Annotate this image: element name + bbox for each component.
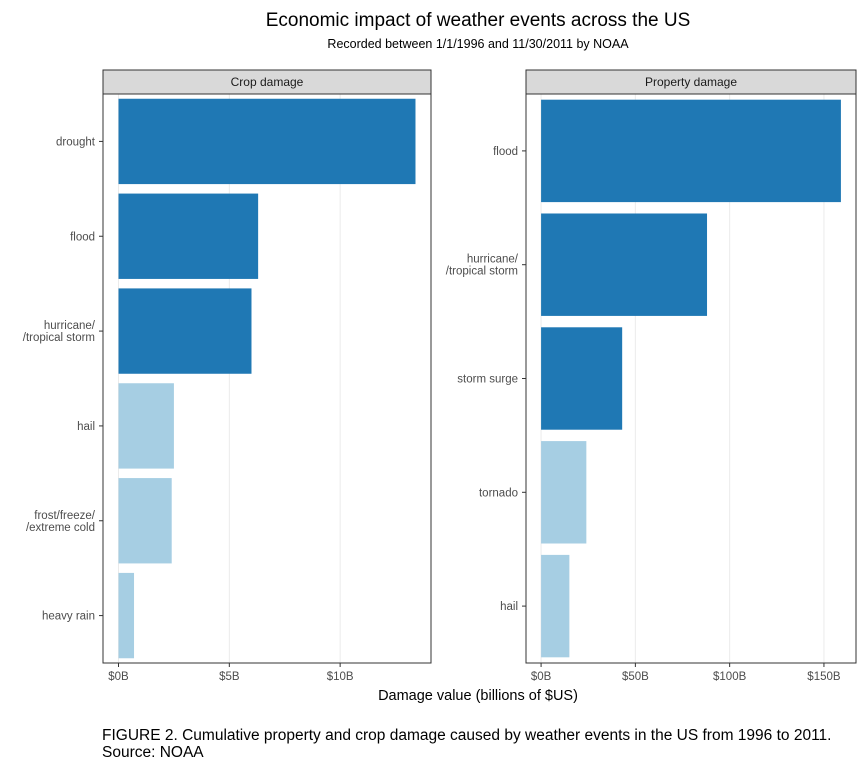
x-tick-label: $0B bbox=[531, 671, 552, 683]
bar bbox=[118, 383, 174, 469]
x-tick-label: $50B bbox=[622, 671, 649, 683]
panel-border bbox=[102, 93, 432, 664]
caption-line-1: FIGURE 2. Cumulative property and crop d… bbox=[102, 727, 832, 744]
bar bbox=[118, 288, 252, 374]
y-tick-label: hurricane//tropical storm bbox=[23, 320, 96, 344]
chart-subtitle: Recorded between 1/1/1996 and 11/30/2011… bbox=[327, 37, 629, 51]
panel-title: Property damage bbox=[645, 75, 737, 89]
y-tick-label: frost/freeze//extreme cold bbox=[26, 510, 96, 534]
caption-source: Source: NOAA bbox=[102, 744, 204, 761]
bar bbox=[541, 554, 570, 658]
bar bbox=[118, 193, 259, 279]
y-tick-label: tornado bbox=[479, 487, 518, 499]
panel-title: Crop damage bbox=[231, 75, 304, 89]
x-tick-label: $150B bbox=[807, 671, 841, 683]
chart-title: Economic impact of weather events across… bbox=[266, 10, 691, 31]
bar bbox=[541, 99, 841, 203]
panel-strip bbox=[102, 69, 432, 95]
bar bbox=[541, 327, 623, 430]
x-tick-label: $10B bbox=[327, 671, 354, 683]
x-tick-label: $0B bbox=[108, 671, 129, 683]
figure-caption: FIGURE 2. Cumulative property and crop d… bbox=[102, 727, 852, 761]
y-tick-label: hail bbox=[77, 421, 95, 433]
bar bbox=[118, 572, 135, 659]
bar bbox=[118, 98, 416, 185]
y-tick-label: storm surge bbox=[457, 374, 518, 386]
bar bbox=[541, 213, 708, 316]
bar bbox=[541, 441, 587, 544]
y-tick-label: flood bbox=[70, 231, 95, 243]
panel-border bbox=[525, 93, 857, 664]
bar bbox=[118, 478, 172, 564]
panel-property-damage: Property damage flood hurricane//tropical … bbox=[446, 69, 857, 683]
x-axis-label: Damage value (billions of $US) bbox=[378, 688, 578, 704]
y-tick-label: hail bbox=[500, 601, 518, 613]
panel-crop-damage: Crop damage drought flood hurricane//tropic… bbox=[23, 69, 432, 683]
y-tick-label: heavy rain bbox=[42, 611, 95, 623]
y-tick-label: drought bbox=[56, 136, 96, 148]
x-tick-label: $5B bbox=[219, 671, 240, 683]
x-tick-label: $100B bbox=[713, 671, 747, 683]
y-tick-label: hurricane//tropical storm bbox=[446, 254, 519, 278]
facet-panels: Crop damage drought flood hurricane//tropic… bbox=[23, 69, 857, 683]
y-tick-label: flood bbox=[493, 146, 518, 158]
